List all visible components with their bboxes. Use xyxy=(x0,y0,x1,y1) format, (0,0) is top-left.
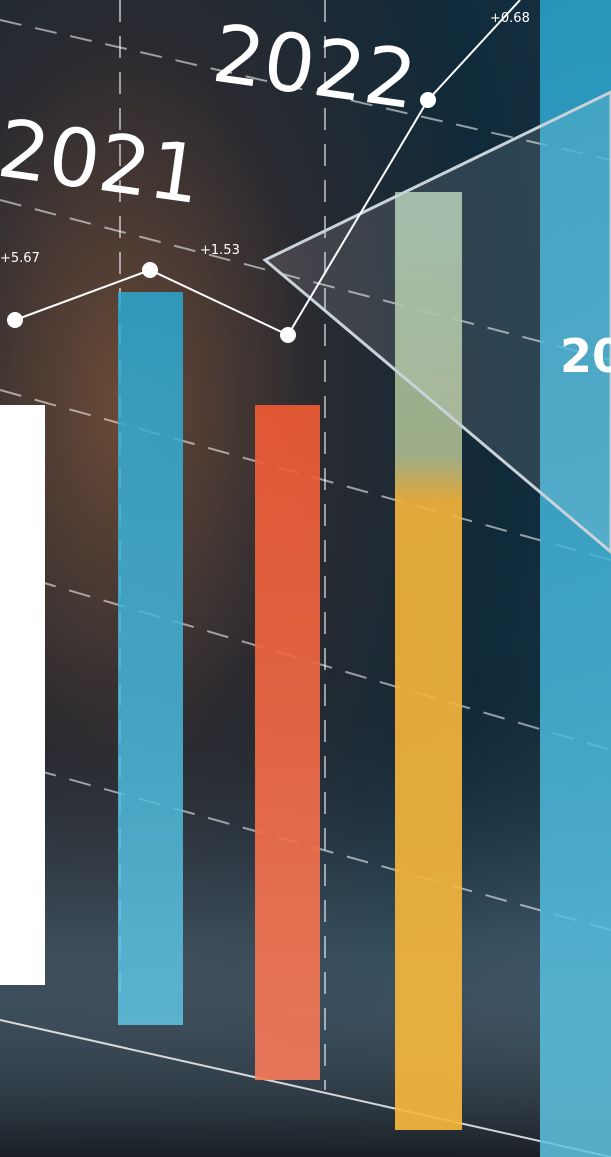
bar-yellow xyxy=(395,192,462,1130)
bar-right xyxy=(540,0,611,1157)
bar-red xyxy=(255,405,320,1080)
delta-label: +0.68 xyxy=(490,11,530,26)
panel-text: 20 xyxy=(560,329,611,383)
trend-points xyxy=(7,92,436,343)
trend-point xyxy=(420,92,436,108)
bar-blue xyxy=(118,292,183,1025)
bar-white xyxy=(0,405,45,985)
base-line xyxy=(0,1019,611,1157)
trend-point xyxy=(280,327,296,343)
delta-label: +1.53 xyxy=(200,243,240,258)
trend-point xyxy=(7,312,23,328)
highlight-panel xyxy=(262,90,611,554)
delta-label: +5.67 xyxy=(0,251,40,266)
trend-point xyxy=(142,262,158,278)
